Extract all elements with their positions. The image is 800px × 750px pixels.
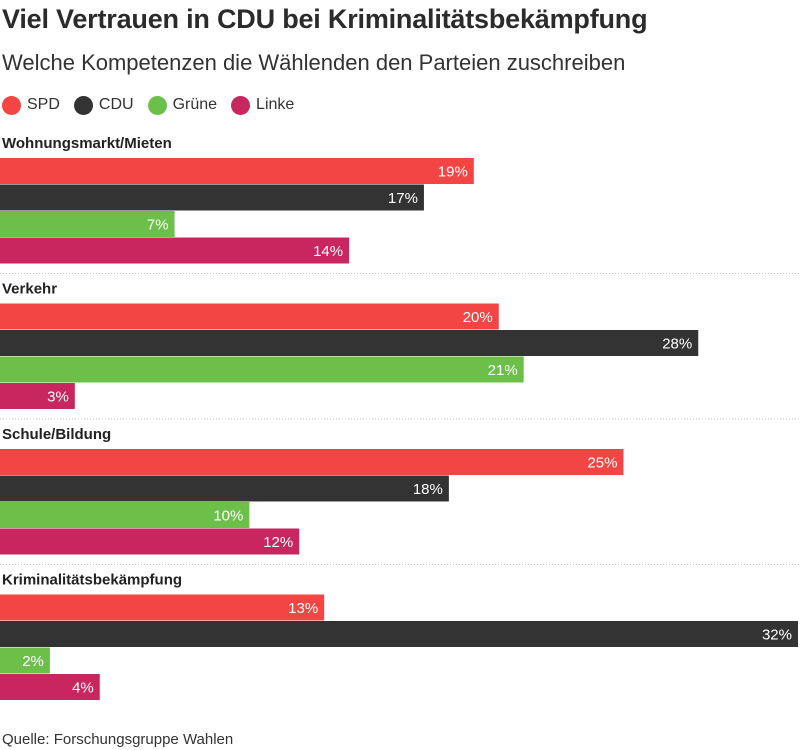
bar-linke-wohnungsmarkt-mieten: [0, 237, 350, 264]
bar-gruene-kriminalitaetsbekaempfung: [0, 647, 50, 674]
bar-cdu-kriminalitaetsbekaempfung: [0, 621, 798, 647]
legend-item-gruene: Grüne: [147, 95, 218, 115]
bar-gruene-schule-bildung: [0, 502, 250, 528]
bar-spd-kriminalitaetsbekaempfung: [0, 594, 325, 621]
legend-label-cdu: CDU: [98, 96, 134, 113]
legend-label-linke: Linke: [256, 96, 295, 113]
legend-label-spd: SPD: [27, 96, 60, 113]
bar-gruene-verkehr: [0, 356, 524, 383]
bar-value-label-cdu-wohnungsmarkt-mieten: 17%: [388, 190, 418, 207]
bar-linke-schule-bildung: [0, 528, 300, 555]
bar-value-label-linke-kriminalitaetsbekaempfung: 4%: [72, 680, 94, 697]
legend-item-spd: SPD: [2, 95, 60, 115]
bar-chart: Wohnungsmarkt/Mieten 19% 17% 7% 14% Verkehr 20…: [0, 135, 800, 700]
bar-value-label-linke-wohnungsmarkt-mieten: 14%: [313, 243, 343, 260]
category-label-kriminalitaetsbekaempfung: Kriminalitätsbekämpfung: [2, 572, 182, 589]
bar-cdu-verkehr: [0, 330, 699, 356]
bar-value-label-cdu-verkehr: 28%: [662, 336, 692, 353]
category-label-verkehr: Verkehr: [2, 281, 57, 298]
legend-swatch-cdu: [73, 95, 93, 115]
bar-spd-schule-bildung: [0, 449, 624, 475]
legend-swatch-linke: [231, 95, 251, 115]
bar-value-label-cdu-kriminalitaetsbekaempfung: 32%: [762, 627, 792, 644]
bar-value-label-gruene-wohnungsmarkt-mieten: 7%: [147, 217, 169, 234]
bar-value-label-linke-verkehr: 3%: [47, 389, 69, 406]
bar-spd-verkehr: [0, 303, 499, 330]
bar-value-label-cdu-schule-bildung: 18%: [413, 481, 443, 498]
bar-cdu-schule-bildung: [0, 475, 449, 502]
legend-swatch-gruene: [147, 95, 167, 115]
legend-swatch-spd: [2, 95, 21, 115]
bar-value-label-gruene-schule-bildung: 10%: [213, 508, 243, 525]
chart-subtitle: Welche Kompetenzen die Wählenden den Par…: [2, 50, 626, 75]
bar-value-label-gruene-verkehr: 21%: [488, 362, 518, 379]
legend-item-cdu: CDU: [73, 95, 134, 115]
bar-value-label-spd-schule-bildung: 25%: [587, 455, 617, 472]
source-note: Quelle: Forschungsgruppe Wahlen: [2, 731, 234, 748]
legend: SPD CDU Grüne Linke: [2, 94, 308, 116]
legend-label-gruene: Grüne: [172, 96, 218, 113]
bar-cdu-wohnungsmarkt-mieten: [0, 184, 424, 211]
bar-value-label-linke-schule-bildung: 12%: [263, 534, 293, 551]
legend-item-linke: Linke: [231, 95, 295, 115]
bar-value-label-gruene-kriminalitaetsbekaempfung: 2%: [22, 653, 44, 670]
bar-gruene-wohnungsmarkt-mieten: [0, 211, 175, 237]
bar-linke-verkehr: [0, 383, 75, 409]
bar-value-label-spd-wohnungsmarkt-mieten: 19%: [438, 164, 468, 181]
bar-linke-kriminalitaetsbekaempfung: [0, 674, 100, 700]
category-label-schule-bildung: Schule/Bildung: [2, 426, 111, 443]
bar-value-label-spd-verkehr: 20%: [463, 309, 493, 326]
chart-title: Viel Vertrauen in CDU bei Kriminalitätsb…: [2, 4, 648, 34]
bar-value-label-spd-kriminalitaetsbekaempfung: 13%: [288, 600, 318, 617]
category-label-wohnungsmarkt-mieten: Wohnungsmarkt/Mieten: [2, 135, 172, 152]
bar-spd-wohnungsmarkt-mieten: [0, 158, 474, 184]
